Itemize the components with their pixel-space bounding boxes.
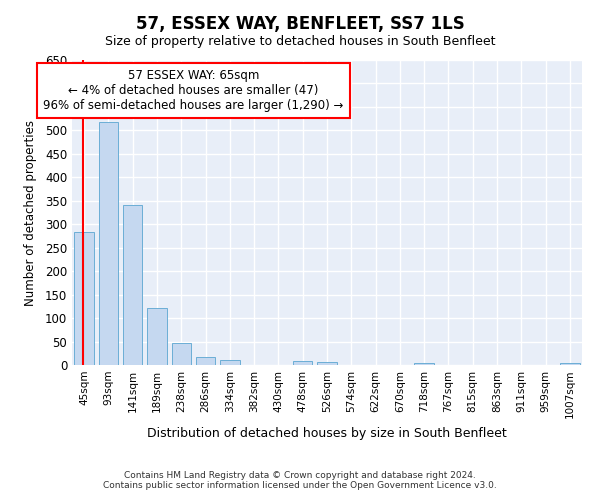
Bar (74, 232, 94, 365)
X-axis label: Distribution of detached houses by size in South Benfleet: Distribution of detached houses by size … (147, 426, 507, 440)
Bar (415, 362, 434, 365)
Text: Size of property relative to detached houses in South Benfleet: Size of property relative to detached ho… (105, 35, 495, 48)
Text: 57 ESSEX WAY: 65sqm
← 4% of detached houses are smaller (47)
96% of semi-detache: 57 ESSEX WAY: 65sqm ← 4% of detached hou… (43, 70, 344, 112)
Bar (220, 360, 239, 365)
Bar (147, 308, 167, 365)
Bar (196, 357, 215, 365)
Bar (172, 343, 191, 365)
Bar (560, 363, 580, 365)
Text: Contains HM Land Registry data © Crown copyright and database right 2024.
Contai: Contains HM Land Registry data © Crown c… (103, 470, 497, 490)
Bar (317, 362, 337, 365)
Bar (293, 361, 313, 365)
Bar (99, 122, 118, 365)
Text: 57, ESSEX WAY, BENFLEET, SS7 1LS: 57, ESSEX WAY, BENFLEET, SS7 1LS (136, 15, 464, 33)
Y-axis label: Number of detached properties: Number of detached properties (23, 120, 37, 306)
Bar (123, 206, 142, 365)
